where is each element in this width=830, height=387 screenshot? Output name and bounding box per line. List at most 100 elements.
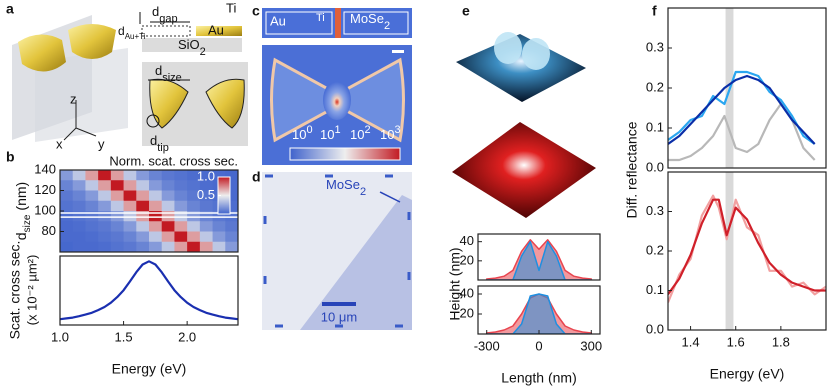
axis-arrow xyxy=(75,127,97,137)
heat-cell xyxy=(72,190,86,202)
x-axis-title: Energy (eV) xyxy=(112,361,187,377)
label-part: 10 xyxy=(380,127,394,142)
heat-cell xyxy=(60,170,74,181)
y-axis-title-part: size xyxy=(22,214,33,232)
x-tick-label: 1.5 xyxy=(115,329,133,344)
label-part: d xyxy=(155,63,162,78)
panel-label: b xyxy=(6,149,15,165)
heat-cell xyxy=(98,241,112,252)
heat-cell xyxy=(85,170,99,181)
label-part: gap xyxy=(159,13,177,25)
highlight-band xyxy=(725,172,734,330)
heat-cell xyxy=(136,241,150,252)
nearfield-panel: Au Ti MoSe2 100 101 102 103 xyxy=(262,8,412,165)
heat-cell xyxy=(85,200,99,212)
label: Au xyxy=(270,13,286,28)
bump xyxy=(494,32,522,64)
heat-cell xyxy=(85,231,99,243)
axis-name: y xyxy=(98,136,105,151)
y-tick-label: 100 xyxy=(34,202,56,217)
heat-cell xyxy=(199,180,214,191)
heat-cell xyxy=(110,241,125,252)
heat-cell xyxy=(149,200,163,212)
line xyxy=(60,260,238,321)
heat-cell xyxy=(136,170,150,181)
bump xyxy=(522,38,550,70)
label-part: d xyxy=(152,4,159,19)
heat-cell xyxy=(187,170,201,181)
heat-cell xyxy=(136,180,150,191)
heat-cell xyxy=(187,190,201,202)
heat-cell xyxy=(212,241,226,252)
y-axis-title: Diff. reflectance xyxy=(624,121,640,218)
heat-cell xyxy=(212,170,226,181)
colorbar xyxy=(289,147,401,161)
gap xyxy=(335,8,341,38)
label-part: size xyxy=(162,72,182,84)
heat-cell xyxy=(174,180,188,191)
heat-cell xyxy=(149,190,163,202)
heat-cell xyxy=(60,211,74,222)
label-part: 1 xyxy=(334,124,340,136)
heat-cell xyxy=(72,200,86,212)
x-tick-label: -300 xyxy=(474,338,500,353)
label-part: SiO xyxy=(178,37,200,52)
heat-cell xyxy=(98,221,112,232)
bowtie-render: z x y xyxy=(12,15,128,151)
heat-cell xyxy=(174,211,188,222)
heat-cell xyxy=(60,190,74,202)
heat-cell xyxy=(212,211,226,222)
y-tick-label: 0.2 xyxy=(646,79,664,94)
x-tick-label: 1.4 xyxy=(682,334,700,349)
heat-cell xyxy=(85,211,99,222)
scale-bar xyxy=(392,50,404,53)
nearfield-surface xyxy=(452,122,596,218)
heat-cell xyxy=(187,211,201,222)
plot-area xyxy=(60,170,238,252)
y-tick-label: 0.0 xyxy=(646,321,664,336)
heat-cell xyxy=(110,170,125,181)
frame xyxy=(343,11,409,35)
heat-cell xyxy=(60,221,74,232)
heat-cell xyxy=(123,231,137,243)
x-tick-label: 0 xyxy=(535,338,542,353)
label: dAu+Ti xyxy=(118,24,146,40)
chart-title: Norm. scat. cross sec. xyxy=(109,153,238,168)
heat-cell xyxy=(161,221,175,232)
heat-cell xyxy=(225,221,238,232)
heat-cell xyxy=(161,241,175,252)
label-part: MoSe xyxy=(326,177,360,192)
heat-cell xyxy=(161,231,175,243)
y-tick-label: 0.0 xyxy=(646,159,664,174)
axis-name: z xyxy=(70,91,77,106)
y-axis-unit: (x 10⁻² µm²) xyxy=(24,255,39,326)
heat-cell xyxy=(98,170,112,181)
heat-cell xyxy=(199,221,214,232)
heat-cell xyxy=(225,211,238,222)
colorbar-label: 101 xyxy=(320,124,341,143)
area xyxy=(485,293,593,334)
gold-layer xyxy=(196,26,242,36)
gold-triangle xyxy=(205,78,245,129)
heat-cell xyxy=(149,211,163,222)
colorbar-tick-label: 0.5 xyxy=(197,187,215,202)
heat-cell xyxy=(174,190,188,202)
y-tick-label: 0.1 xyxy=(646,282,664,297)
heat-cell xyxy=(212,221,226,232)
heat-cell xyxy=(149,241,163,252)
heat-cell xyxy=(123,241,137,252)
heat-cell xyxy=(85,190,99,202)
panel-label: d xyxy=(252,169,261,185)
label: dtip xyxy=(150,133,169,153)
micrograph: MoSe2 10 μm xyxy=(262,172,412,330)
label-part: 2 xyxy=(360,186,366,198)
heat-cell xyxy=(123,170,137,181)
heat-cell xyxy=(123,180,137,191)
colorbar-label: 103 xyxy=(380,124,401,143)
heat-cell xyxy=(225,200,238,212)
heat-cell xyxy=(187,180,201,191)
heat-cell xyxy=(110,190,125,202)
heat-cell xyxy=(136,211,150,222)
heat-cell xyxy=(98,211,112,222)
